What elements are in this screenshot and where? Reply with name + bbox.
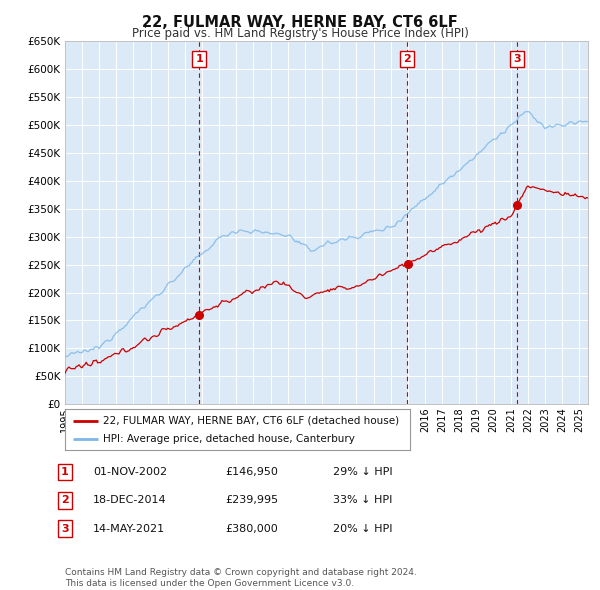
Text: 1: 1 <box>196 54 203 64</box>
Text: 14-MAY-2021: 14-MAY-2021 <box>93 524 165 533</box>
Text: 33% ↓ HPI: 33% ↓ HPI <box>333 496 392 505</box>
Text: £146,950: £146,950 <box>225 467 278 477</box>
Text: Contains HM Land Registry data © Crown copyright and database right 2024.
This d: Contains HM Land Registry data © Crown c… <box>65 568 416 588</box>
Text: £380,000: £380,000 <box>225 524 278 533</box>
Text: 22, FULMAR WAY, HERNE BAY, CT6 6LF (detached house): 22, FULMAR WAY, HERNE BAY, CT6 6LF (deta… <box>103 416 399 426</box>
Text: 20% ↓ HPI: 20% ↓ HPI <box>333 524 392 533</box>
Text: HPI: Average price, detached house, Canterbury: HPI: Average price, detached house, Cant… <box>103 434 355 444</box>
Text: £239,995: £239,995 <box>225 496 278 505</box>
Text: 01-NOV-2002: 01-NOV-2002 <box>93 467 167 477</box>
Text: 3: 3 <box>514 54 521 64</box>
Text: 2: 2 <box>61 496 68 505</box>
Text: 18-DEC-2014: 18-DEC-2014 <box>93 496 167 505</box>
Text: 2: 2 <box>403 54 411 64</box>
Text: Price paid vs. HM Land Registry's House Price Index (HPI): Price paid vs. HM Land Registry's House … <box>131 27 469 40</box>
Text: 29% ↓ HPI: 29% ↓ HPI <box>333 467 392 477</box>
Text: 3: 3 <box>61 524 68 533</box>
Text: 22, FULMAR WAY, HERNE BAY, CT6 6LF: 22, FULMAR WAY, HERNE BAY, CT6 6LF <box>142 15 458 30</box>
Text: 1: 1 <box>61 467 68 477</box>
